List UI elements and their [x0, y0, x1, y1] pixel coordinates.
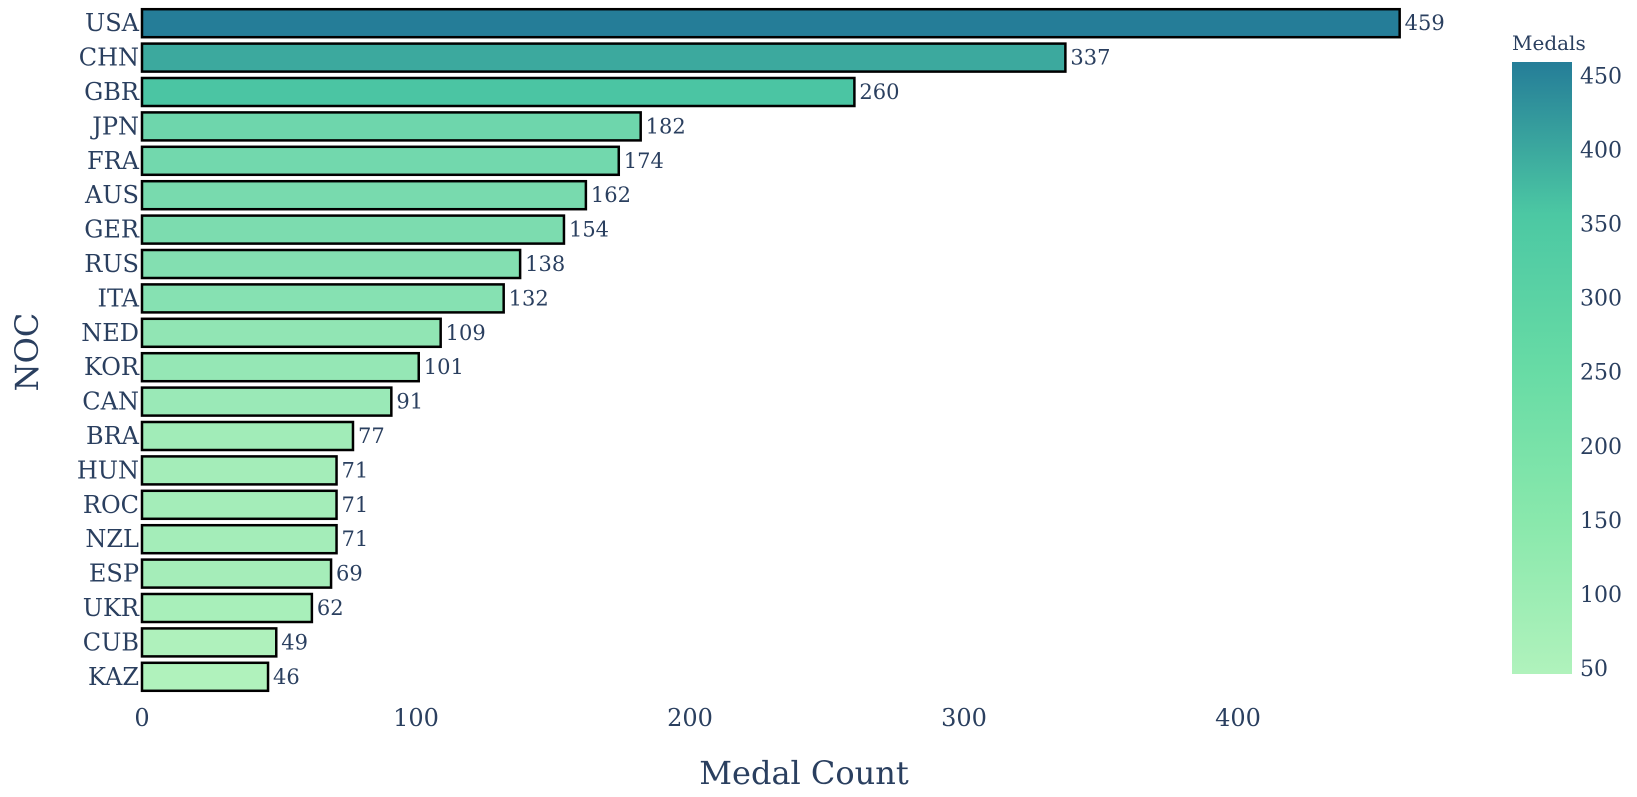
bar-nzl: [140, 523, 338, 555]
category-label-kaz: KAZ: [88, 663, 139, 691]
category-label-cub: CUB: [83, 628, 139, 656]
x-tick-label: 200: [667, 704, 713, 732]
colorbar-tick-label: 300: [1580, 287, 1622, 312]
category-label-hun: HUN: [77, 456, 139, 484]
x-tick-label: 300: [941, 704, 987, 732]
x-axis-title: Medal Count: [699, 754, 909, 792]
colorbar-tick-label: 350: [1580, 213, 1622, 238]
bar-fra: [140, 145, 621, 177]
bar-ita: [140, 283, 505, 314]
bar-chn: [140, 42, 1067, 73]
value-label-ita: 132: [509, 286, 549, 310]
bar-can: [140, 386, 393, 417]
y-axis-title: NOC: [8, 313, 46, 392]
category-label-gbr: GBR: [84, 78, 140, 106]
value-label-hun: 71: [342, 458, 369, 482]
x-axis-ticks: 0 100 200 300 400: [134, 704, 1261, 732]
colorbar-tick-label: 200: [1580, 435, 1622, 460]
category-label-ger: GER: [84, 216, 140, 244]
x-tick-label: 400: [1215, 704, 1261, 732]
colorbar-tick-label: 450: [1580, 64, 1622, 89]
category-label-fra: FRA: [87, 147, 140, 175]
bar-rus: [140, 248, 522, 280]
category-label-jpn: JPN: [89, 112, 139, 140]
category-label-nzl: NZL: [85, 525, 139, 553]
category-label-kor: KOR: [84, 353, 140, 381]
category-label-can: CAN: [82, 388, 139, 416]
colorbar-tick-label: 50: [1580, 657, 1608, 682]
value-label-can: 91: [396, 390, 423, 414]
value-label-kor: 101: [424, 355, 464, 379]
category-label-chn: CHN: [79, 44, 139, 72]
category-label-roc: ROC: [83, 491, 139, 519]
bar-esp: [140, 558, 333, 589]
colorbar-tick-label: 150: [1580, 509, 1622, 534]
value-label-cub: 49: [281, 630, 308, 654]
value-label-gbr: 260: [859, 80, 899, 104]
colorbar-ticks: 50 100 150 200 250 300 350 400 450: [1580, 64, 1622, 682]
colorbar: Medals 50 100 150 200 250 300 350 400 450: [1512, 31, 1622, 682]
colorbar-tick-label: 100: [1580, 583, 1622, 608]
bar-cub: [140, 627, 278, 658]
value-label-ukr: 62: [317, 596, 344, 620]
value-label-kaz: 46: [273, 665, 300, 689]
category-label-ned: NED: [81, 319, 139, 347]
value-label-ned: 109: [446, 321, 486, 345]
bar-jpn: [140, 111, 642, 142]
category-label-bra: BRA: [86, 422, 140, 450]
bar-ned: [140, 317, 442, 349]
bar-kaz: [140, 661, 270, 693]
category-label-esp: ESP: [89, 560, 139, 588]
category-label-rus: RUS: [84, 250, 139, 278]
category-label-usa: USA: [85, 9, 140, 37]
value-label-aus: 162: [591, 183, 631, 207]
value-label-ger: 154: [569, 218, 609, 242]
value-label-roc: 71: [342, 493, 369, 517]
value-label-rus: 138: [525, 252, 565, 276]
value-label-jpn: 182: [646, 114, 686, 138]
bars-layer: [140, 7, 1401, 693]
value-label-bra: 77: [358, 424, 385, 448]
bar-kor: [140, 351, 420, 383]
category-label-ukr: UKR: [83, 594, 140, 622]
value-label-fra: 174: [624, 149, 664, 173]
x-tick-label: 100: [393, 704, 439, 732]
bar-ukr: [140, 592, 314, 624]
value-label-chn: 337: [1070, 46, 1110, 70]
bar-roc: [140, 489, 338, 521]
colorbar-title: Medals: [1512, 31, 1586, 55]
category-label-ita: ITA: [97, 284, 139, 312]
bar-usa: [140, 7, 1401, 39]
bar-hun: [140, 455, 338, 486]
bar-gbr: [140, 76, 856, 108]
colorbar-tick-label: 400: [1580, 138, 1622, 163]
bar-aus: [140, 179, 588, 211]
colorbar-gradient: [1512, 62, 1572, 674]
category-label-aus: AUS: [84, 181, 139, 209]
value-label-esp: 69: [336, 562, 363, 586]
colorbar-tick-label: 250: [1580, 361, 1622, 386]
bar-ger: [140, 214, 566, 245]
category-labels: USA CHN GBR JPN FRA AUS GER RUS ITA NED KOR CAN BRA H…: [77, 9, 140, 691]
value-label-nzl: 71: [342, 527, 369, 551]
x-tick-label: 0: [134, 704, 149, 732]
bar-bra: [140, 420, 355, 452]
value-label-usa: 459: [1405, 11, 1445, 35]
